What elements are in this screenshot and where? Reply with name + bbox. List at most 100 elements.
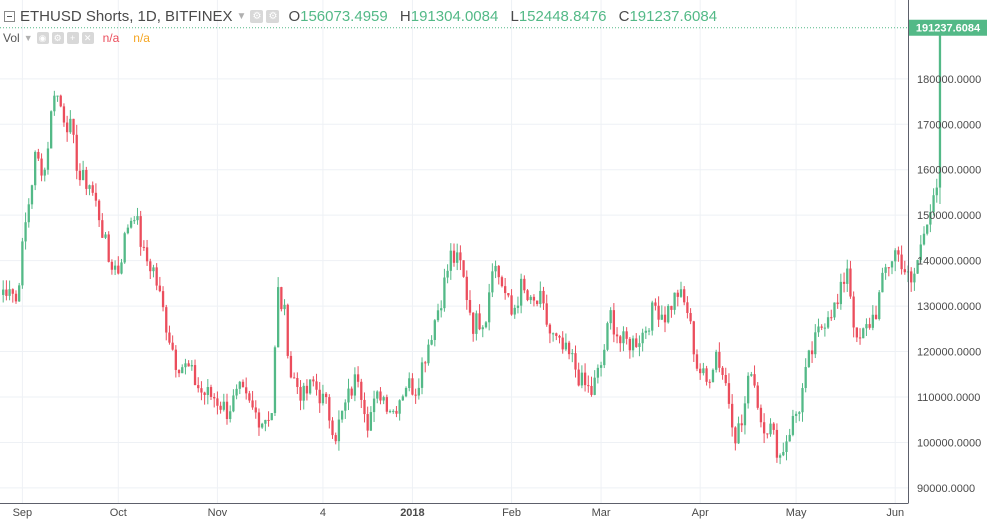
candle-body xyxy=(318,389,321,404)
candle-body xyxy=(926,224,929,234)
candle-body xyxy=(273,347,277,414)
settings-icon[interactable]: ⚙ xyxy=(250,9,264,23)
candle-body xyxy=(56,95,59,97)
x-tick-label: Oct xyxy=(110,507,127,519)
candle-body xyxy=(334,435,337,442)
candle-body xyxy=(187,363,190,367)
symbol-title[interactable]: ETHUSD Shorts, 1D, BITFINEX xyxy=(20,7,233,25)
candle-body xyxy=(181,367,184,374)
candle-body xyxy=(245,387,248,394)
candle-body xyxy=(75,134,78,171)
candle-body xyxy=(123,233,126,263)
candle-body xyxy=(443,277,446,309)
collapse-icon[interactable] xyxy=(4,10,15,22)
candle-body xyxy=(612,310,616,335)
candle-body xyxy=(388,411,392,413)
candle-body xyxy=(459,252,462,261)
candle-body xyxy=(903,269,906,273)
candle-body xyxy=(120,262,123,274)
candle-body xyxy=(165,307,168,333)
plus-icon[interactable]: + xyxy=(66,32,79,44)
eye-icon[interactable]: ◉ xyxy=(36,32,49,44)
candle-body xyxy=(500,277,504,287)
candle-body xyxy=(206,387,209,395)
candle-body xyxy=(663,314,667,323)
candle-body xyxy=(449,250,452,271)
candle-body xyxy=(727,383,731,404)
candle-body xyxy=(264,419,267,424)
candle-body xyxy=(593,377,596,395)
close-icon[interactable]: ✕ xyxy=(81,32,94,44)
candle-body xyxy=(497,265,500,278)
candle-body xyxy=(670,305,673,310)
candle-body xyxy=(11,289,14,294)
candle-body xyxy=(935,187,938,196)
y-tick-label: 130000.0000 xyxy=(917,301,981,313)
candle-body xyxy=(296,378,299,387)
candle-body xyxy=(526,290,529,301)
candle-body xyxy=(401,396,404,401)
candle-body xyxy=(312,379,315,382)
candle-body xyxy=(88,185,91,189)
candle-body xyxy=(794,413,798,416)
candle-body xyxy=(136,216,139,221)
candle-body xyxy=(849,268,852,297)
price-tag-box xyxy=(909,19,987,36)
candle-body xyxy=(46,148,50,170)
candle-body xyxy=(113,265,117,270)
candle-body xyxy=(65,122,69,133)
candle-body xyxy=(689,313,692,322)
y-tick-label: 150000.0000 xyxy=(917,210,981,222)
candle-body xyxy=(619,336,622,344)
candle-body xyxy=(232,395,235,412)
candle-body xyxy=(53,95,56,112)
candle-body xyxy=(286,304,289,356)
candle-body xyxy=(302,385,305,401)
candle-body xyxy=(823,327,827,329)
candle-body xyxy=(766,433,769,435)
candle-body xyxy=(324,393,328,398)
candle-body xyxy=(315,381,318,390)
x-tick-label: Mar xyxy=(592,507,611,519)
candle-body xyxy=(641,332,644,344)
candle-body xyxy=(897,250,900,255)
candle-body xyxy=(213,396,216,399)
candle-body xyxy=(395,410,398,414)
candle-body xyxy=(916,260,919,274)
candle-body xyxy=(545,303,548,325)
candle-body xyxy=(762,422,766,434)
candle-body xyxy=(858,337,862,339)
candle-body xyxy=(820,326,823,328)
candle-body xyxy=(846,268,849,284)
candle-body xyxy=(775,429,779,458)
candle-body xyxy=(746,375,750,404)
candle-body xyxy=(468,300,472,313)
candle-body xyxy=(788,434,791,442)
candle-body xyxy=(133,220,136,222)
chevron-down-icon[interactable]: ▼ xyxy=(23,33,33,43)
candle-body xyxy=(305,385,309,394)
candle-body xyxy=(430,339,433,345)
candle-body xyxy=(587,385,590,387)
candle-body xyxy=(203,392,206,395)
high-value: 191304.0084 xyxy=(410,7,499,25)
settings-icon[interactable]: ⚙ xyxy=(51,32,64,44)
candle-body xyxy=(481,327,484,330)
candle-body xyxy=(184,363,187,368)
candle-body xyxy=(609,310,612,324)
chevron-down-icon[interactable]: ▼ xyxy=(236,10,247,22)
candle-body xyxy=(353,374,357,396)
candle-body xyxy=(404,387,408,397)
candle-body xyxy=(507,293,510,296)
candle-body xyxy=(216,398,219,406)
candle-body xyxy=(529,296,532,301)
candle-body xyxy=(171,342,174,350)
candle-body xyxy=(667,305,670,323)
x-tick-label: Sep xyxy=(13,507,33,519)
candle-body xyxy=(238,381,241,389)
settings-icon[interactable]: ⚙ xyxy=(266,9,280,23)
candle-body xyxy=(465,276,468,301)
volume-label[interactable]: Vol xyxy=(3,31,20,45)
